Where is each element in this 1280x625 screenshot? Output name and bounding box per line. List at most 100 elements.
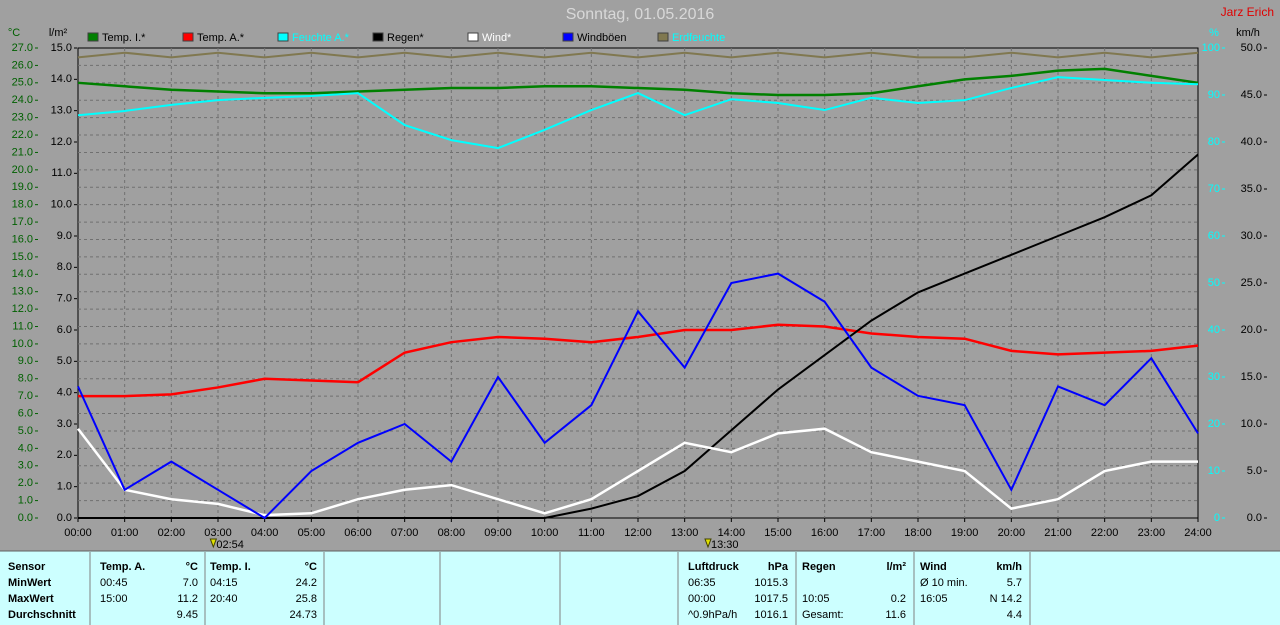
y-tick-label: 22.0 [12, 129, 33, 141]
axis-unit: °C [8, 27, 20, 39]
y-tick-label: 14.0 [51, 73, 72, 85]
y-tick-label: 50 [1208, 277, 1220, 289]
legend-label: Temp. I.* [102, 32, 146, 44]
y-tick-label: 18.0 [12, 199, 33, 211]
y-tick-label: 20.0 [12, 164, 33, 176]
legend-swatch [467, 32, 479, 42]
x-tick-label: 11:00 [578, 527, 605, 539]
table-cell: 00:00 [688, 593, 716, 605]
y-tick-label: 8.0 [57, 261, 72, 273]
y-tick-label: 100 [1202, 42, 1220, 54]
x-tick-label: 05:00 [298, 527, 326, 539]
stats-panel [0, 551, 1280, 625]
y-tick-label: 9.0 [18, 355, 33, 367]
y-tick-label: 19.0 [12, 181, 33, 193]
y-tick-label: 4.0 [18, 442, 33, 454]
y-tick-label: 0.0 [18, 512, 33, 524]
x-tick-label: 10:00 [531, 527, 559, 539]
x-tick-label: 08:00 [438, 527, 466, 539]
y-tick-label: 45.0 [1241, 89, 1262, 101]
table-cell: 24.2 [296, 577, 317, 589]
x-tick-label: 24:00 [1184, 527, 1212, 539]
annotation-arrow [704, 538, 712, 549]
x-tick-label: 06:00 [344, 527, 372, 539]
table-cell: 11.6 [885, 609, 906, 621]
y-tick-label: 9.0 [57, 230, 72, 242]
table-header: Sensor [8, 561, 46, 573]
table-cell: 15:00 [100, 593, 128, 605]
table-header: Regen [802, 561, 836, 573]
table-header: l/m² [886, 561, 906, 573]
y-tick-label: 14.0 [12, 268, 33, 280]
y-tick-label: 15.0 [51, 42, 72, 54]
x-tick-label: 02:00 [158, 527, 186, 539]
y-tick-label: 60 [1208, 230, 1220, 242]
y-tick-label: 0.0 [1247, 512, 1262, 524]
y-tick-label: 1.0 [18, 494, 33, 506]
table-header: °C [186, 561, 198, 573]
y-tick-label: 0 [1214, 512, 1220, 524]
table-cell: 1015.3 [754, 577, 788, 589]
author: Jarz Erich [1221, 5, 1274, 19]
legend-label: Erdfeuchte [672, 32, 725, 44]
table-header: Luftdruck [688, 561, 740, 573]
y-tick-label: 15.0 [1241, 371, 1262, 383]
series-line [77, 76, 1199, 150]
table-cell: Gesamt: [802, 609, 844, 621]
y-tick-label: 21.0 [12, 146, 33, 158]
y-tick-label: 50.0 [1241, 42, 1262, 54]
y-tick-label: 13.0 [12, 286, 33, 298]
y-tick-label: 25.0 [12, 77, 33, 89]
axis-unit: km/h [1236, 27, 1260, 39]
x-tick-label: 04:00 [251, 527, 279, 539]
x-tick-label: 12:00 [624, 527, 652, 539]
table-cell: 7.0 [183, 577, 198, 589]
y-tick-label: 7.0 [57, 293, 72, 305]
table-header: Temp. I. [210, 561, 251, 573]
y-tick-label: 20.0 [1241, 324, 1262, 336]
annotation-label: 02:54 [216, 539, 244, 551]
table-cell: 9.45 [177, 609, 198, 621]
y-tick-label: 40.0 [1241, 136, 1262, 148]
y-tick-label: 12.0 [51, 136, 72, 148]
y-tick-label: 90 [1208, 89, 1220, 101]
annotation-label: 13:30 [711, 539, 739, 551]
y-tick-label: 70 [1208, 183, 1220, 195]
y-tick-label: 5.0 [57, 355, 72, 367]
y-tick-label: 8.0 [18, 373, 33, 385]
series-line [77, 272, 1199, 520]
row-label: MinWert [8, 577, 52, 589]
x-tick-label: 00:00 [64, 527, 92, 539]
y-tick-label: 7.0 [18, 390, 33, 402]
y-tick-label: 10.0 [12, 338, 33, 350]
axis-unit: l/m² [49, 27, 68, 39]
table-cell: 5.7 [1007, 577, 1022, 589]
y-tick-label: 10 [1208, 465, 1220, 477]
table-cell: 0.2 [891, 593, 906, 605]
y-tick-label: 6.0 [18, 407, 33, 419]
y-tick-label: 15.0 [12, 251, 33, 263]
x-tick-label: 14:00 [718, 527, 746, 539]
table-header: km/h [996, 561, 1022, 573]
y-tick-label: 17.0 [12, 216, 33, 228]
x-tick-label: 15:00 [764, 527, 792, 539]
y-tick-label: 13.0 [51, 105, 72, 117]
table-cell: 00:45 [100, 577, 128, 589]
annotation-arrow [209, 538, 218, 549]
y-tick-label: 3.0 [18, 460, 33, 472]
table-cell: N 14.2 [990, 593, 1022, 605]
y-tick-label: 23.0 [12, 112, 33, 124]
legend-swatch [372, 32, 384, 42]
table-cell: 4.4 [1007, 609, 1022, 621]
legend-swatch [182, 32, 194, 42]
y-tick-label: 4.0 [57, 387, 72, 399]
y-tick-label: 11.0 [12, 320, 33, 332]
table-cell: 16:05 [920, 593, 948, 605]
table-cell: 25.8 [296, 593, 317, 605]
table-cell: 1016.1 [754, 609, 788, 621]
table-header: Temp. A. [100, 561, 145, 573]
table-cell: 10:05 [802, 593, 830, 605]
axis-unit: % [1209, 27, 1219, 39]
y-tick-label: 24.0 [12, 94, 33, 106]
y-tick-label: 27.0 [12, 42, 33, 54]
